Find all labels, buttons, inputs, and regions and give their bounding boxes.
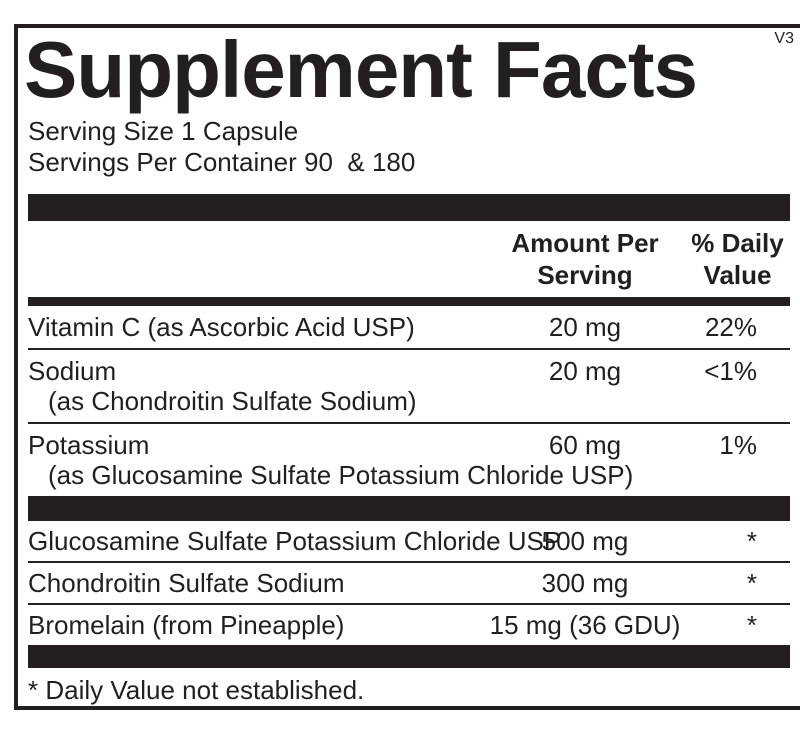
- table-row: Sodium 20 mg <1% (as Chondroitin Sulfate…: [28, 348, 790, 422]
- column-headers: Amount Per Serving % Daily Value: [28, 221, 790, 297]
- nutrient-amount: 20 mg: [548, 312, 622, 342]
- header-spacer: [28, 227, 485, 291]
- nutrient-daily-value: <1%: [704, 356, 757, 386]
- supplement-facts-label: V3 Supplement Facts Serving Size 1 Capsu…: [14, 24, 800, 710]
- column-header-daily-value: % Daily Value: [691, 228, 784, 290]
- nutrient-name: Sodium: [28, 356, 117, 386]
- table-row: Bromelain (from Pineapple) 15 mg (36 GDU…: [28, 603, 790, 645]
- thick-divider-bar-middle: [28, 496, 790, 521]
- serving-size: Serving Size 1 Capsule: [28, 116, 299, 146]
- ingredient-amount: 300 mg: [541, 568, 629, 598]
- nutrient-amount: 20 mg: [548, 356, 622, 386]
- serving-info: Serving Size 1 Capsule Servings Per Cont…: [28, 116, 790, 178]
- nutrient-name: Vitamin C (as Ascorbic Acid USP): [28, 312, 415, 342]
- thick-divider-bar-top: [28, 194, 790, 221]
- nutrient-source: (as Glucosamine Sulfate Potassium Chlori…: [48, 460, 634, 490]
- version-tag: V3: [774, 30, 794, 47]
- nutrient-name: Potassium: [28, 430, 150, 460]
- nutrients-section: Vitamin C (as Ascorbic Acid USP) 20 mg 2…: [28, 306, 790, 496]
- ingredient-name: Chondroitin Sulfate Sodium: [28, 568, 345, 598]
- nutrient-daily-value: 22%: [704, 312, 757, 342]
- column-header-amount: Amount Per Serving: [511, 228, 659, 290]
- ingredient-daily-value: *: [746, 568, 757, 598]
- panel-title: Supplement Facts: [24, 25, 698, 114]
- nutrient-amount: 60 mg: [548, 430, 622, 460]
- nutrient-daily-value: 1%: [719, 430, 757, 460]
- footnote: * Daily Value not established.: [28, 675, 365, 705]
- ingredient-daily-value: *: [746, 526, 757, 556]
- table-row: Glucosamine Sulfate Potassium Chloride U…: [28, 521, 790, 561]
- nutrient-source: (as Chondroitin Sulfate Sodium): [48, 386, 417, 416]
- ingredient-daily-value: *: [746, 610, 757, 640]
- servings-per-container: Servings Per Container 90 & 180: [28, 147, 416, 177]
- ingredient-name: Glucosamine Sulfate Potassium Chloride U…: [28, 526, 562, 556]
- table-row: Vitamin C (as Ascorbic Acid USP) 20 mg 2…: [28, 306, 790, 348]
- medium-divider-bar: [28, 297, 790, 306]
- table-row: Chondroitin Sulfate Sodium 300 mg *: [28, 561, 790, 603]
- thick-divider-bar-bottom: [28, 645, 790, 668]
- table-row: Potassium 60 mg 1% (as Glucosamine Sulfa…: [28, 422, 790, 496]
- ingredient-amount: 15 mg (36 GDU): [489, 610, 681, 640]
- ingredients-section: Glucosamine Sulfate Potassium Chloride U…: [28, 521, 790, 645]
- ingredient-name: Bromelain (from Pineapple): [28, 610, 345, 640]
- ingredient-amount: 500 mg: [541, 526, 629, 556]
